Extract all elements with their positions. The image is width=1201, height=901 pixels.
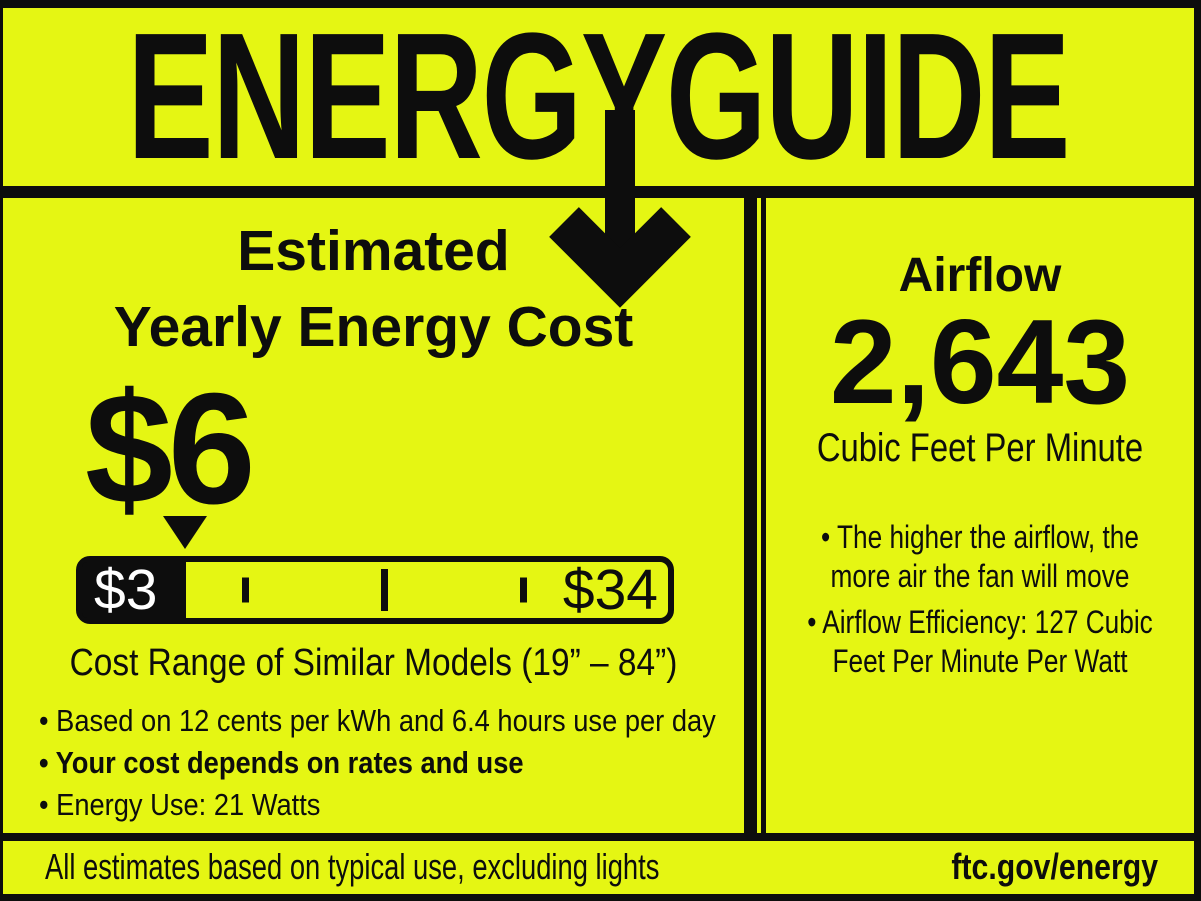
energyguide-logo: ENERGYGUIDE [127, 0, 1071, 197]
cost-note: • Based on 12 cents per kWh and 6.4 hour… [39, 703, 716, 738]
scale-min-label: $3 [94, 557, 158, 622]
border-top [0, 0, 1201, 8]
scale-tick-mid [381, 569, 388, 611]
cost-notes-list: • Based on 12 cents per kWh and 6.4 hour… [39, 700, 739, 826]
border-right [1194, 0, 1201, 901]
cost-range-caption: Cost Range of Similar Models (19” – 84”) [69, 642, 678, 684]
cost-note-bold: • Your cost depends on rates and use [39, 745, 524, 780]
scale-tick [242, 577, 249, 603]
scale-max-label: $34 [562, 557, 658, 622]
ftc-url: ftc.gov/energy [951, 845, 1158, 887]
down-arrow-icon [549, 110, 691, 308]
footer-disclaimer: All estimates based on typical use, excl… [45, 845, 660, 887]
airflow-note-line: • Airflow Efficiency: 127 Cubic [807, 604, 1153, 640]
airflow-note-line: more air the fan will move [830, 558, 1130, 594]
energy-cost-panel: Estimated Yearly Energy Cost $6 $3 $34 C… [3, 198, 744, 833]
panel-divider-thick [744, 198, 757, 833]
yearly-cost-value: $6 [85, 361, 256, 537]
border-left [0, 0, 3, 901]
banner-divider-line [0, 186, 1201, 198]
airflow-unit: Cubic Feet Per Minute [816, 426, 1144, 470]
panel-divider-thin [761, 198, 766, 833]
panel-title-line1: Estimated [237, 219, 510, 283]
border-bottom [0, 894, 1201, 901]
airflow-note-line: Feet Per Minute Per Watt [832, 643, 1128, 679]
airflow-title: Airflow [898, 249, 1062, 302]
airflow-value: 2,643 [829, 295, 1131, 429]
scale-tick [520, 577, 527, 603]
scale-min-box: $3 [82, 557, 186, 622]
airflow-panel: Airflow 2,643 Cubic Feet Per Minute • Th… [766, 198, 1194, 833]
footer-bar: All estimates based on typical use, excl… [3, 841, 1194, 894]
footer-divider-line [0, 833, 1201, 841]
logo-banner: ENERGYGUIDE [3, 0, 1194, 197]
airflow-notes-list: • The higher the airflow, the more air t… [766, 518, 1194, 681]
panel-title-line2: Yearly Energy Cost [113, 295, 634, 359]
cost-range-scale: $3 $34 [76, 556, 674, 624]
cost-note: • Energy Use: 21 Watts [39, 787, 321, 822]
cost-pointer-icon [163, 516, 207, 549]
airflow-note-line: • The higher the airflow, the [821, 519, 1139, 555]
